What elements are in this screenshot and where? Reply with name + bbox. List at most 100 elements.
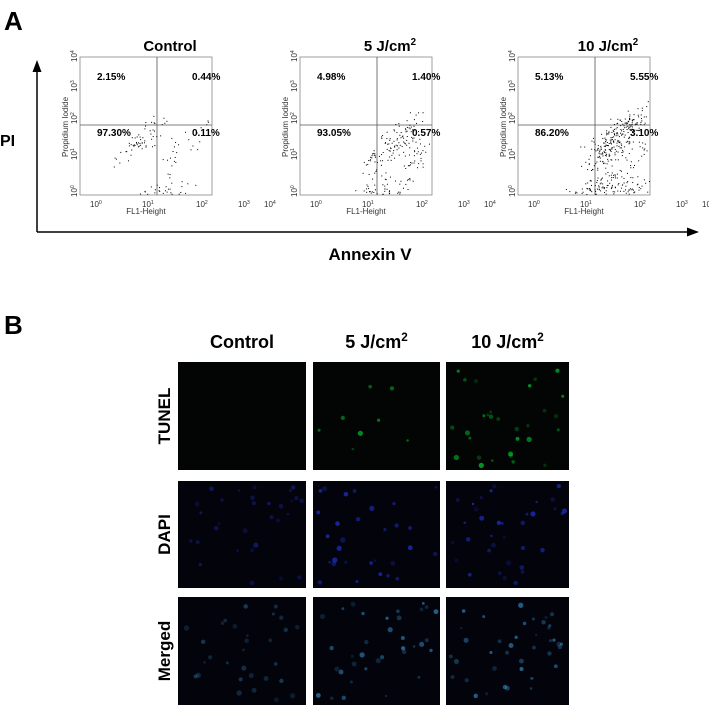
event-dot xyxy=(407,189,409,191)
event-dot xyxy=(619,141,621,143)
event-dot xyxy=(597,149,599,151)
y-tick-label: 103 xyxy=(70,80,79,92)
cell-spot xyxy=(248,673,254,679)
cell-spot xyxy=(496,417,501,421)
event-dot xyxy=(587,182,589,184)
event-dot xyxy=(582,191,584,193)
event-dot xyxy=(396,149,398,151)
event-dot xyxy=(595,150,597,152)
event-dot xyxy=(139,142,141,144)
event-dot xyxy=(389,138,391,140)
event-dot xyxy=(628,193,630,195)
event-dot xyxy=(158,187,160,189)
event-dot xyxy=(367,163,369,165)
event-dot xyxy=(645,182,647,184)
event-dot xyxy=(640,123,642,125)
plot-title: 10 J/cm2 xyxy=(578,37,639,55)
event-dot xyxy=(387,159,389,161)
event-dot xyxy=(421,152,423,154)
event-dot xyxy=(616,142,618,144)
event-dot xyxy=(144,191,146,193)
event-dot xyxy=(389,190,391,192)
cell-spot xyxy=(183,625,190,631)
event-dot xyxy=(400,180,402,182)
panel-label: A xyxy=(4,6,23,36)
event-dot xyxy=(613,193,615,195)
event-dot xyxy=(604,162,606,164)
event-dot xyxy=(611,184,613,186)
cell-spot xyxy=(244,638,249,643)
outer-y-label: PI xyxy=(0,133,15,150)
event-dot xyxy=(178,144,180,146)
cell-spot xyxy=(369,505,375,511)
event-dot xyxy=(409,164,411,166)
event-dot xyxy=(597,156,599,158)
cell-spot xyxy=(465,537,471,542)
cell-spot xyxy=(417,675,421,679)
quadrant-percent: 97.30% xyxy=(97,128,131,139)
event-dot xyxy=(422,150,424,152)
y-tick-label: 101 xyxy=(290,148,299,160)
x-tick-label-base: 10 xyxy=(264,200,273,209)
event-dot xyxy=(619,142,621,144)
event-dot xyxy=(609,149,611,151)
event-dot xyxy=(613,136,615,138)
event-dot xyxy=(613,128,615,130)
cell-spot xyxy=(463,521,467,525)
event-dot xyxy=(601,153,603,155)
cell-spot xyxy=(542,408,547,413)
event-dot xyxy=(175,161,177,163)
event-dot xyxy=(610,118,612,120)
event-dot xyxy=(398,142,400,144)
event-dot xyxy=(613,141,615,143)
x-tick-label: 104 xyxy=(264,200,276,209)
cell-spot xyxy=(271,612,275,616)
cell-spot xyxy=(491,459,494,462)
event-dot xyxy=(162,192,164,194)
event-dot xyxy=(621,134,623,136)
event-dot xyxy=(631,123,633,125)
y-tick-label: 101 xyxy=(70,148,79,160)
quadrant-percent: 4.98% xyxy=(317,72,345,83)
quadrant-percent: 0.57% xyxy=(412,128,440,139)
event-dot xyxy=(638,189,640,191)
event-dot xyxy=(374,156,376,158)
x-tick-label: 104 xyxy=(702,200,709,209)
cell-spot xyxy=(279,678,284,684)
event-dot xyxy=(424,145,426,147)
cell-spot xyxy=(514,426,520,432)
event-dot xyxy=(600,147,602,149)
outer-x-label: Annexin V xyxy=(328,245,412,264)
event-dot xyxy=(604,145,606,147)
y-tick-label: 100 xyxy=(70,185,79,197)
event-dot xyxy=(406,144,408,146)
cell-spot xyxy=(238,677,243,682)
event-dot xyxy=(625,123,627,125)
cell-spot xyxy=(200,639,206,644)
event-dot xyxy=(629,119,631,121)
event-dot xyxy=(608,131,610,133)
event-dot xyxy=(637,129,639,131)
y-tick-label: 102 xyxy=(508,112,517,124)
event-dot xyxy=(621,151,623,153)
event-dot xyxy=(403,141,405,143)
cell-spot xyxy=(528,384,532,388)
event-dot xyxy=(617,151,619,153)
cell-spot xyxy=(519,666,524,671)
cell-spot xyxy=(269,515,274,520)
cell-spot xyxy=(236,690,242,696)
event-dot xyxy=(640,114,642,116)
event-dot xyxy=(625,157,627,159)
cell-spot xyxy=(485,692,489,696)
x-tick-label-base: 10 xyxy=(458,200,467,209)
event-dot xyxy=(409,112,411,114)
event-dot xyxy=(620,129,622,131)
event-dot xyxy=(632,141,634,143)
cell-spot xyxy=(473,506,479,512)
event-dot xyxy=(181,186,183,188)
event-dot xyxy=(150,186,152,188)
cell-spot xyxy=(396,609,400,614)
cell-spot xyxy=(250,495,255,501)
event-dot xyxy=(616,140,618,142)
event-dot xyxy=(638,127,640,129)
